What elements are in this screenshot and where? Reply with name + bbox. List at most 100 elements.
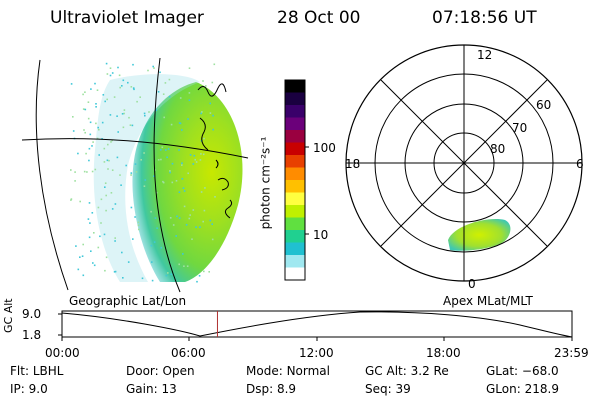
- speckle: [203, 137, 205, 140]
- mlt-label-12: 12: [477, 48, 493, 62]
- speckle: [94, 82, 96, 85]
- coastline: [224, 199, 233, 219]
- speckle: [114, 270, 117, 273]
- speckle: [121, 85, 123, 87]
- speckle: [211, 81, 214, 84]
- lat-label-70: 70: [512, 121, 528, 135]
- speckle: [179, 97, 182, 99]
- speckle: [192, 209, 195, 211]
- speckle: [97, 246, 100, 249]
- colorbar-stripe: [285, 255, 305, 268]
- speckle: [93, 232, 95, 234]
- speckle: [144, 114, 146, 117]
- speckle: [202, 220, 204, 223]
- speckle: [97, 206, 100, 209]
- speckle: [152, 65, 154, 68]
- colorbar-stripe: [285, 92, 305, 106]
- orbit-xtick-0600: 06:00: [171, 346, 206, 360]
- speckle: [135, 171, 138, 173]
- polar-panel-caption: Apex MLat/MLT: [443, 294, 533, 308]
- colorbar-tick-10: 10: [313, 228, 329, 242]
- speckle: [192, 163, 195, 165]
- speckle: [119, 86, 121, 89]
- speckle: [203, 209, 206, 212]
- colorbar-stripe: [285, 155, 305, 168]
- speckle: [103, 147, 106, 150]
- colorbar-unit-label: photon cm⁻²s⁻¹: [258, 136, 273, 230]
- speckle: [88, 202, 91, 204]
- speckle: [121, 251, 123, 254]
- speckle: [182, 187, 185, 189]
- speckle: [181, 129, 183, 131]
- speckle: [187, 172, 189, 175]
- speckle: [123, 112, 125, 115]
- speckle: [171, 162, 174, 165]
- speckle: [162, 181, 165, 184]
- speckle: [107, 168, 109, 170]
- speckle: [114, 237, 116, 239]
- speckle: [150, 210, 152, 213]
- speckle: [138, 228, 140, 231]
- speckle: [169, 170, 171, 172]
- noise-speckles: [70, 62, 216, 283]
- colorbar: [284, 79, 309, 281]
- speckle: [106, 98, 108, 101]
- speckle: [88, 236, 91, 239]
- speckle: [109, 74, 112, 77]
- speckle: [187, 118, 189, 120]
- speckle: [129, 124, 132, 126]
- speckle: [106, 73, 109, 75]
- speckle: [95, 106, 97, 108]
- coastline: [197, 83, 227, 97]
- speckle: [105, 62, 108, 65]
- speckle: [88, 159, 90, 162]
- speckle: [104, 269, 106, 272]
- coastline: [217, 177, 229, 191]
- speckle: [92, 141, 94, 143]
- status-seq: Seq: 39: [365, 382, 411, 396]
- colorbar-stripe: [285, 230, 305, 243]
- speckle: [74, 171, 76, 173]
- speckle: [155, 191, 158, 194]
- speckle: [211, 238, 214, 241]
- colorbar-stripe: [285, 117, 305, 131]
- speckle: [122, 79, 125, 82]
- speckle: [169, 171, 171, 174]
- speckle: [72, 130, 75, 132]
- speckle: [143, 185, 146, 187]
- longitude-line: [153, 57, 181, 293]
- speckle: [114, 240, 116, 242]
- speckle: [157, 91, 160, 93]
- speckle: [100, 198, 103, 201]
- speckle: [209, 219, 212, 222]
- colorbar-stripe: [285, 167, 305, 181]
- orbit-xtick-1200: 12:00: [299, 346, 334, 360]
- speckle: [200, 112, 202, 115]
- speckle: [91, 212, 94, 214]
- speckle: [131, 124, 134, 127]
- speckle: [109, 114, 112, 116]
- speckle: [196, 280, 198, 283]
- speckle: [100, 222, 102, 224]
- speckle: [93, 264, 96, 267]
- speckle: [181, 162, 183, 164]
- speckle: [154, 217, 157, 219]
- speckle: [137, 221, 140, 224]
- orbit-ytick-1-8: 1.8: [22, 328, 42, 342]
- speckle: [119, 174, 121, 176]
- speckle: [185, 224, 188, 226]
- speckle: [140, 159, 142, 161]
- orbit-xtick-2359: 23:59: [554, 346, 589, 360]
- speckle: [120, 184, 122, 186]
- speckle: [159, 71, 161, 74]
- speckle: [161, 146, 164, 149]
- orbit-ytick-9: 9.0: [22, 307, 42, 321]
- speckle: [134, 163, 137, 165]
- speckle: [82, 108, 85, 110]
- colorbar-stripe: [285, 192, 305, 206]
- speckle: [159, 149, 162, 151]
- speckle: [202, 153, 205, 156]
- speckle: [87, 101, 90, 103]
- speckle: [162, 93, 165, 95]
- speckle: [109, 67, 112, 69]
